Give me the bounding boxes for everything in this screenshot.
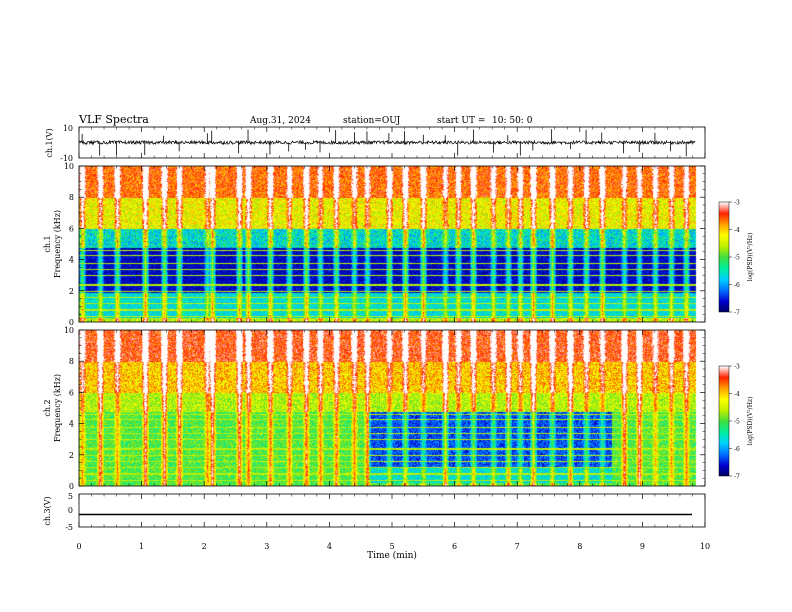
colorbar-tick-label: -6 bbox=[734, 446, 740, 453]
x-tick-label: 6 bbox=[452, 542, 457, 551]
ch1-waveform-trace bbox=[78, 139, 696, 146]
x-tick-label: 8 bbox=[577, 542, 582, 551]
ch1-waveform-ylabel: ch.1(V) bbox=[45, 128, 54, 157]
time-axis-tick-labels: 0 1 2 3 4 5 6 7 8 9 10 bbox=[76, 542, 710, 551]
ch1-ytick-top: 10 bbox=[63, 124, 73, 133]
time-axis-label: Time (min) bbox=[367, 550, 417, 561]
ch3-ytick-bottom: -5 bbox=[65, 523, 73, 532]
ch3-waveform-ylabel: ch.3(V) bbox=[43, 496, 52, 525]
x-tick-label: 2 bbox=[202, 542, 207, 551]
start-time-label: start UT = bbox=[437, 116, 485, 126]
ch1-spectrogram-panel: 0 2 4 6 8 10 ch.1 Frequency (kHz) bbox=[43, 162, 706, 327]
ch1-waveform-panel: 10 -10 ch.1(V) bbox=[45, 124, 706, 163]
ch2-colorbar-label: log(PSD)(V²/Hz) bbox=[747, 397, 754, 446]
x-tick-label: 5 bbox=[389, 542, 394, 551]
ch2-spectrogram-image bbox=[79, 330, 705, 486]
y-tick-label: 4 bbox=[69, 420, 74, 429]
ch1-ytick-bottom: -10 bbox=[60, 154, 73, 163]
colorbar-tick-label: -4 bbox=[734, 227, 740, 234]
x-tick-label: 0 bbox=[76, 542, 81, 551]
ch1-spectrogram-canvas-holder bbox=[79, 166, 705, 322]
x-tick-label: 3 bbox=[264, 542, 269, 551]
y-tick-label: 6 bbox=[69, 388, 74, 397]
ch1-colorbar-ticks: -3 -4 -5 -6 -7 bbox=[729, 200, 740, 317]
ch2-colorbar-holder bbox=[719, 366, 729, 476]
ch1-colorbar-label: log(PSD)(V²/Hz) bbox=[747, 233, 754, 282]
ch1-spectrogram-yticks: 0 2 4 6 8 10 bbox=[64, 162, 705, 327]
ch1-colorbar-holder bbox=[719, 202, 729, 312]
y-tick-label: 10 bbox=[64, 162, 74, 171]
x-tick-label: 4 bbox=[327, 542, 332, 551]
y-tick-label: 2 bbox=[69, 287, 74, 296]
colorbar-tick-label: -3 bbox=[734, 364, 740, 371]
ch3-ytick-mid: 0 bbox=[68, 506, 73, 515]
colorbar-tick-label: -6 bbox=[734, 282, 740, 289]
ch1-waveform-spikes bbox=[81, 129, 687, 157]
colorbar-tick-label: -3 bbox=[734, 200, 740, 207]
ch3-waveform-frame bbox=[78, 493, 706, 528]
ch2-colorbar-ticks: -3 -4 -5 -6 -7 bbox=[729, 364, 740, 481]
y-tick-label: 0 bbox=[69, 318, 74, 327]
colorbar-tick-label: -4 bbox=[734, 391, 740, 398]
start-time-value: 10: 50: 0 bbox=[492, 116, 533, 126]
ch2-spectrogram-yticks: 0 2 4 6 8 10 bbox=[64, 326, 705, 491]
ch3-waveform-panel: 5 0 -5 ch.3(V) bbox=[43, 492, 706, 532]
y-tick-label: 0 bbox=[69, 482, 74, 491]
x-tick-label: 1 bbox=[139, 542, 144, 551]
ch2-spectrogram-canvas-holder bbox=[79, 330, 705, 486]
colorbar-tick-label: -7 bbox=[734, 310, 740, 317]
y-tick-label: 8 bbox=[69, 357, 74, 366]
x-tick-label: 9 bbox=[640, 542, 645, 551]
colorbar-tick-label: -5 bbox=[734, 255, 740, 262]
ch2-spectrogram-channel-label: ch.2 bbox=[43, 399, 52, 416]
ch1-spectrogram-ylabel: Frequency (kHz) bbox=[53, 210, 62, 278]
time-axis-ticks bbox=[78, 127, 706, 527]
y-tick-label: 6 bbox=[69, 224, 74, 233]
ch2-colorbar-gradient bbox=[719, 366, 729, 476]
ch1-colorbar: -3 -4 -5 -6 -7 log(PSD)(V²/Hz) bbox=[718, 200, 754, 317]
colorbar-tick-label: -7 bbox=[734, 474, 740, 481]
ch2-spectrogram-panel: 0 2 4 6 8 10 ch.2 Frequency (kHz) bbox=[43, 326, 706, 491]
y-tick-label: 2 bbox=[69, 451, 74, 460]
figure-date: Aug.31, 2024 bbox=[249, 116, 311, 126]
ch1-colorbar-gradient bbox=[719, 202, 729, 312]
colorbar-tick-label: -5 bbox=[734, 419, 740, 426]
figure-title: VLF Spectra bbox=[78, 113, 149, 126]
ch1-spectrogram-channel-label: ch.1 bbox=[43, 235, 52, 252]
ch2-colorbar: -3 -4 -5 -6 -7 log(PSD)(V²/Hz) bbox=[718, 364, 754, 481]
x-tick-label: 7 bbox=[515, 542, 520, 551]
ch3-ytick-top: 5 bbox=[68, 492, 73, 501]
y-tick-label: 10 bbox=[64, 326, 74, 335]
station-label: station=OUJ bbox=[343, 116, 401, 126]
y-tick-label: 4 bbox=[69, 256, 74, 265]
ch2-spectrogram-ylabel: Frequency (kHz) bbox=[53, 374, 62, 442]
ch1-spectrogram-image bbox=[79, 166, 705, 322]
x-tick-label: 10 bbox=[700, 542, 710, 551]
y-tick-label: 8 bbox=[69, 193, 74, 202]
